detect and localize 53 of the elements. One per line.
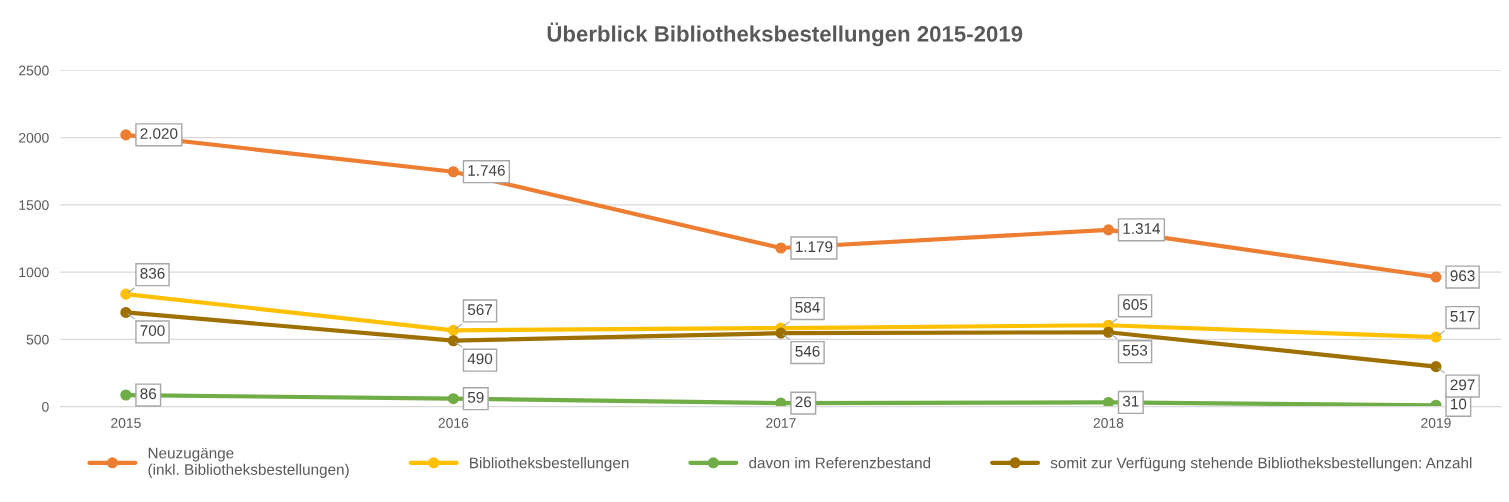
data-label: 31 xyxy=(1122,395,1139,407)
point xyxy=(775,327,787,339)
point xyxy=(775,242,787,254)
data-label: 10 xyxy=(1451,398,1467,410)
y-tick-label: 1000 xyxy=(19,267,49,278)
point xyxy=(1102,396,1114,407)
chart-title: Überblick Bibliotheksbestellungen 2015-2019 xyxy=(547,22,1023,47)
point xyxy=(1430,331,1442,343)
legend-label: Bibliotheksbestellungen xyxy=(470,457,629,472)
data-label: 605 xyxy=(1123,299,1148,310)
legend-label: davon im Referenzbestand xyxy=(749,457,931,469)
data-label: 2.020 xyxy=(140,128,178,139)
y-tick-label: 1500 xyxy=(19,200,49,210)
x-tick-label: 2015 xyxy=(111,418,141,428)
point xyxy=(120,129,132,141)
data-label: 86 xyxy=(140,388,157,400)
data-label: 567 xyxy=(467,304,492,315)
data-label: 1.179 xyxy=(795,241,833,253)
data-label: 963 xyxy=(1450,270,1475,282)
point xyxy=(120,306,132,319)
x-tick-label: 2017 xyxy=(766,418,796,428)
point xyxy=(1102,224,1114,236)
y-tick-label: 0 xyxy=(42,401,49,412)
data-label: 26 xyxy=(795,396,812,408)
data-label: 553 xyxy=(1122,344,1148,356)
data-label: 1.746 xyxy=(468,165,505,176)
legend-label: somit zur Verfügung stehende Bibliotheksbestellungen: Anzahl xyxy=(1050,457,1472,472)
legend-label: Neuzugänge (inkl. Bibliotheksbestellungen) xyxy=(148,447,349,478)
point xyxy=(1430,361,1442,373)
data-label: 59 xyxy=(467,391,484,403)
y-tick-label: 500 xyxy=(26,334,49,345)
data-label: 1.314 xyxy=(1123,223,1161,234)
point xyxy=(120,288,132,300)
data-label: 836 xyxy=(140,267,165,279)
point xyxy=(447,393,459,405)
point xyxy=(447,324,459,336)
point xyxy=(447,166,459,178)
point xyxy=(775,397,787,407)
data-label: 517 xyxy=(1450,311,1475,322)
point xyxy=(1430,271,1442,283)
point xyxy=(120,389,132,401)
point xyxy=(447,335,459,347)
x-tick-label: 2016 xyxy=(438,418,469,428)
data-label: 584 xyxy=(795,301,820,313)
data-label: 546 xyxy=(795,345,820,357)
x-tick-label: 2019 xyxy=(1421,418,1451,428)
y-tick-label: 2000 xyxy=(19,132,49,143)
data-label: 297 xyxy=(1450,379,1475,391)
y-tick-label: 2500 xyxy=(19,65,49,76)
data-label: 490 xyxy=(467,353,493,365)
data-label: 700 xyxy=(140,325,165,336)
x-tick-label: 2018 xyxy=(1093,418,1124,428)
point xyxy=(1102,326,1114,338)
